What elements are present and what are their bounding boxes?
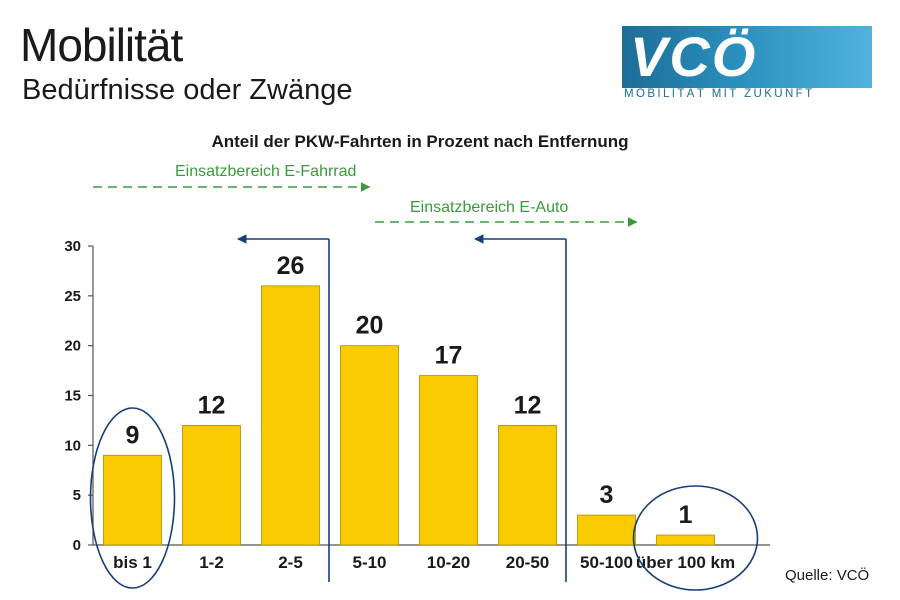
y-tick-label: 30 bbox=[64, 238, 81, 255]
bar bbox=[498, 424, 557, 546]
logo-mark: VCÖ bbox=[630, 25, 758, 88]
bar bbox=[656, 534, 715, 546]
data-labels: 9 12 26 20 17 12 3 1 bbox=[126, 252, 693, 529]
source-note: Quelle: VCÖ bbox=[785, 567, 870, 584]
x-tick-label: 20-50 bbox=[506, 553, 549, 572]
range-label-e-auto: Einsatzbereich E-Auto bbox=[410, 199, 568, 216]
bar bbox=[261, 285, 320, 546]
bar bbox=[182, 424, 241, 546]
x-tick-label: bis 1 bbox=[113, 553, 152, 572]
x-axis-ticks: bis 1 1-2 2-5 5-10 10-20 20-50 50-100 über 100 … bbox=[113, 553, 735, 572]
highlight-ellipses bbox=[89, 407, 759, 591]
page-title: Mobilität bbox=[20, 19, 183, 71]
x-tick-label: 10-20 bbox=[427, 553, 470, 572]
y-tick-label: 20 bbox=[64, 338, 81, 355]
y-tick-label: 10 bbox=[64, 437, 81, 454]
chart-title: Anteil der PKW-Fahrten in Prozent nach E… bbox=[211, 132, 628, 151]
x-tick-label: 1-2 bbox=[199, 553, 224, 572]
logo-tagline: MOBILITÄT MIT ZUKUNFT bbox=[624, 88, 815, 100]
highlight-ellipse bbox=[89, 407, 176, 589]
bar bbox=[103, 454, 162, 546]
x-tick-label: 2-5 bbox=[278, 553, 303, 572]
data-label: 17 bbox=[435, 342, 463, 370]
data-label: 9 bbox=[126, 421, 140, 449]
y-tick-label: 0 bbox=[73, 537, 81, 554]
y-tick-label: 5 bbox=[73, 487, 81, 504]
data-label: 3 bbox=[600, 481, 614, 509]
bar bbox=[340, 345, 399, 546]
x-tick-label: 5-10 bbox=[352, 553, 386, 572]
boundary-markers bbox=[237, 234, 567, 582]
bar bbox=[419, 375, 478, 546]
x-tick-label: über 100 km bbox=[636, 553, 735, 572]
y-tick-label: 25 bbox=[64, 288, 81, 305]
x-tick-label: 50-100 bbox=[580, 553, 633, 572]
y-tick-label: 15 bbox=[64, 388, 81, 405]
data-label: 12 bbox=[198, 391, 226, 419]
data-label: 20 bbox=[356, 312, 384, 340]
range-label-e-fahrrad: Einsatzbereich E-Fahrrad bbox=[175, 163, 356, 180]
y-axis-ticks: 0 5 10 15 20 25 30 bbox=[64, 238, 93, 554]
bar bbox=[577, 514, 636, 546]
logo-box: VCÖ bbox=[622, 26, 872, 88]
highlight-ellipse bbox=[632, 485, 759, 591]
data-label: 26 bbox=[277, 252, 305, 280]
data-label: 12 bbox=[514, 391, 542, 419]
data-label: 1 bbox=[679, 501, 693, 529]
bars bbox=[103, 285, 715, 546]
page-subtitle: Bedürfnisse oder Zwänge bbox=[22, 74, 353, 106]
vco-logo: VCÖ MOBILITÄT MIT ZUKUNFT bbox=[622, 26, 872, 100]
